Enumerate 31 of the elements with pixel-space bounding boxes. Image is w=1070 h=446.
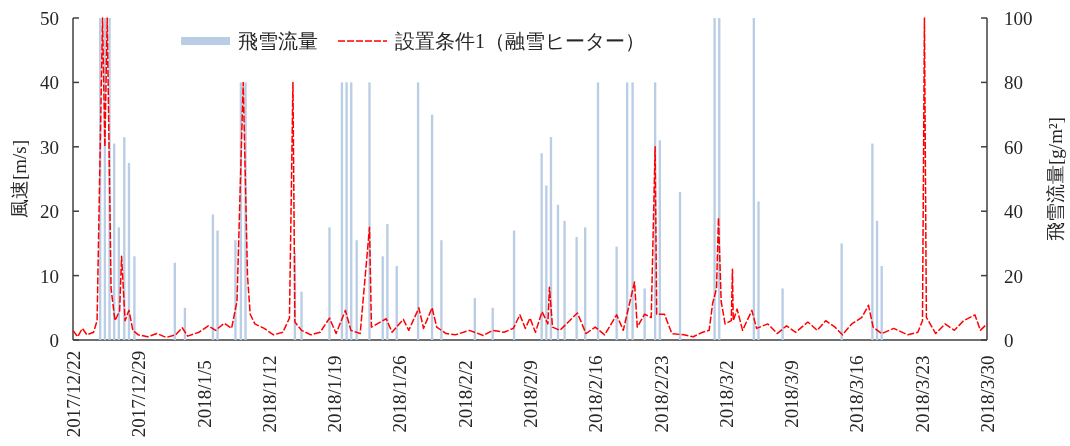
x-tick-label: 2018/2/2: [454, 360, 476, 428]
y-tick-label: 30: [40, 136, 59, 158]
y2-tick-label: 100: [1004, 7, 1033, 29]
x-tick-label: 2017/12/22: [62, 350, 84, 438]
x-tick-label: 2018/3/30: [976, 355, 998, 433]
y2-tick-label: 0: [1004, 329, 1014, 351]
y2-tick-label: 40: [1004, 200, 1023, 222]
y-tick-label: 40: [40, 71, 59, 93]
x-tick-label: 2018/3/16: [845, 355, 867, 433]
x-tick-label: 2017/12/29: [127, 350, 149, 438]
y2-tick-label: 80: [1004, 71, 1023, 93]
x-tick-label: 2018/3/2: [715, 360, 737, 428]
x-tick-label: 2018/2/23: [650, 355, 672, 433]
y2-axis-title: 飛雪流量[g/m²]: [1044, 117, 1066, 241]
x-tick-label: 2018/3/9: [780, 360, 802, 428]
y-axis-title: 風速[m/s]: [8, 139, 30, 219]
x-tick-label: 2018/2/16: [584, 355, 606, 433]
x-tick-label: 2018/1/12: [258, 355, 280, 433]
y-tick-label: 0: [49, 329, 59, 351]
y2-tick-label: 60: [1004, 136, 1023, 158]
x-tick-label: 2018/1/26: [388, 355, 410, 433]
legend-label: 飛雪流量: [238, 30, 318, 52]
y-tick-label: 50: [40, 7, 59, 29]
x-tick-label: 2018/1/5: [193, 360, 215, 428]
x-tick-label: 2018/3/23: [911, 355, 933, 433]
legend-label: 設置条件1（融雪ヒーター）: [395, 30, 645, 52]
x-tick-label: 2018/1/19: [323, 355, 345, 433]
x-tick-label: 2018/2/9: [519, 360, 541, 428]
y-tick-label: 10: [40, 265, 59, 287]
y2-tick-label: 20: [1004, 265, 1023, 287]
y-tick-label: 20: [40, 200, 59, 222]
